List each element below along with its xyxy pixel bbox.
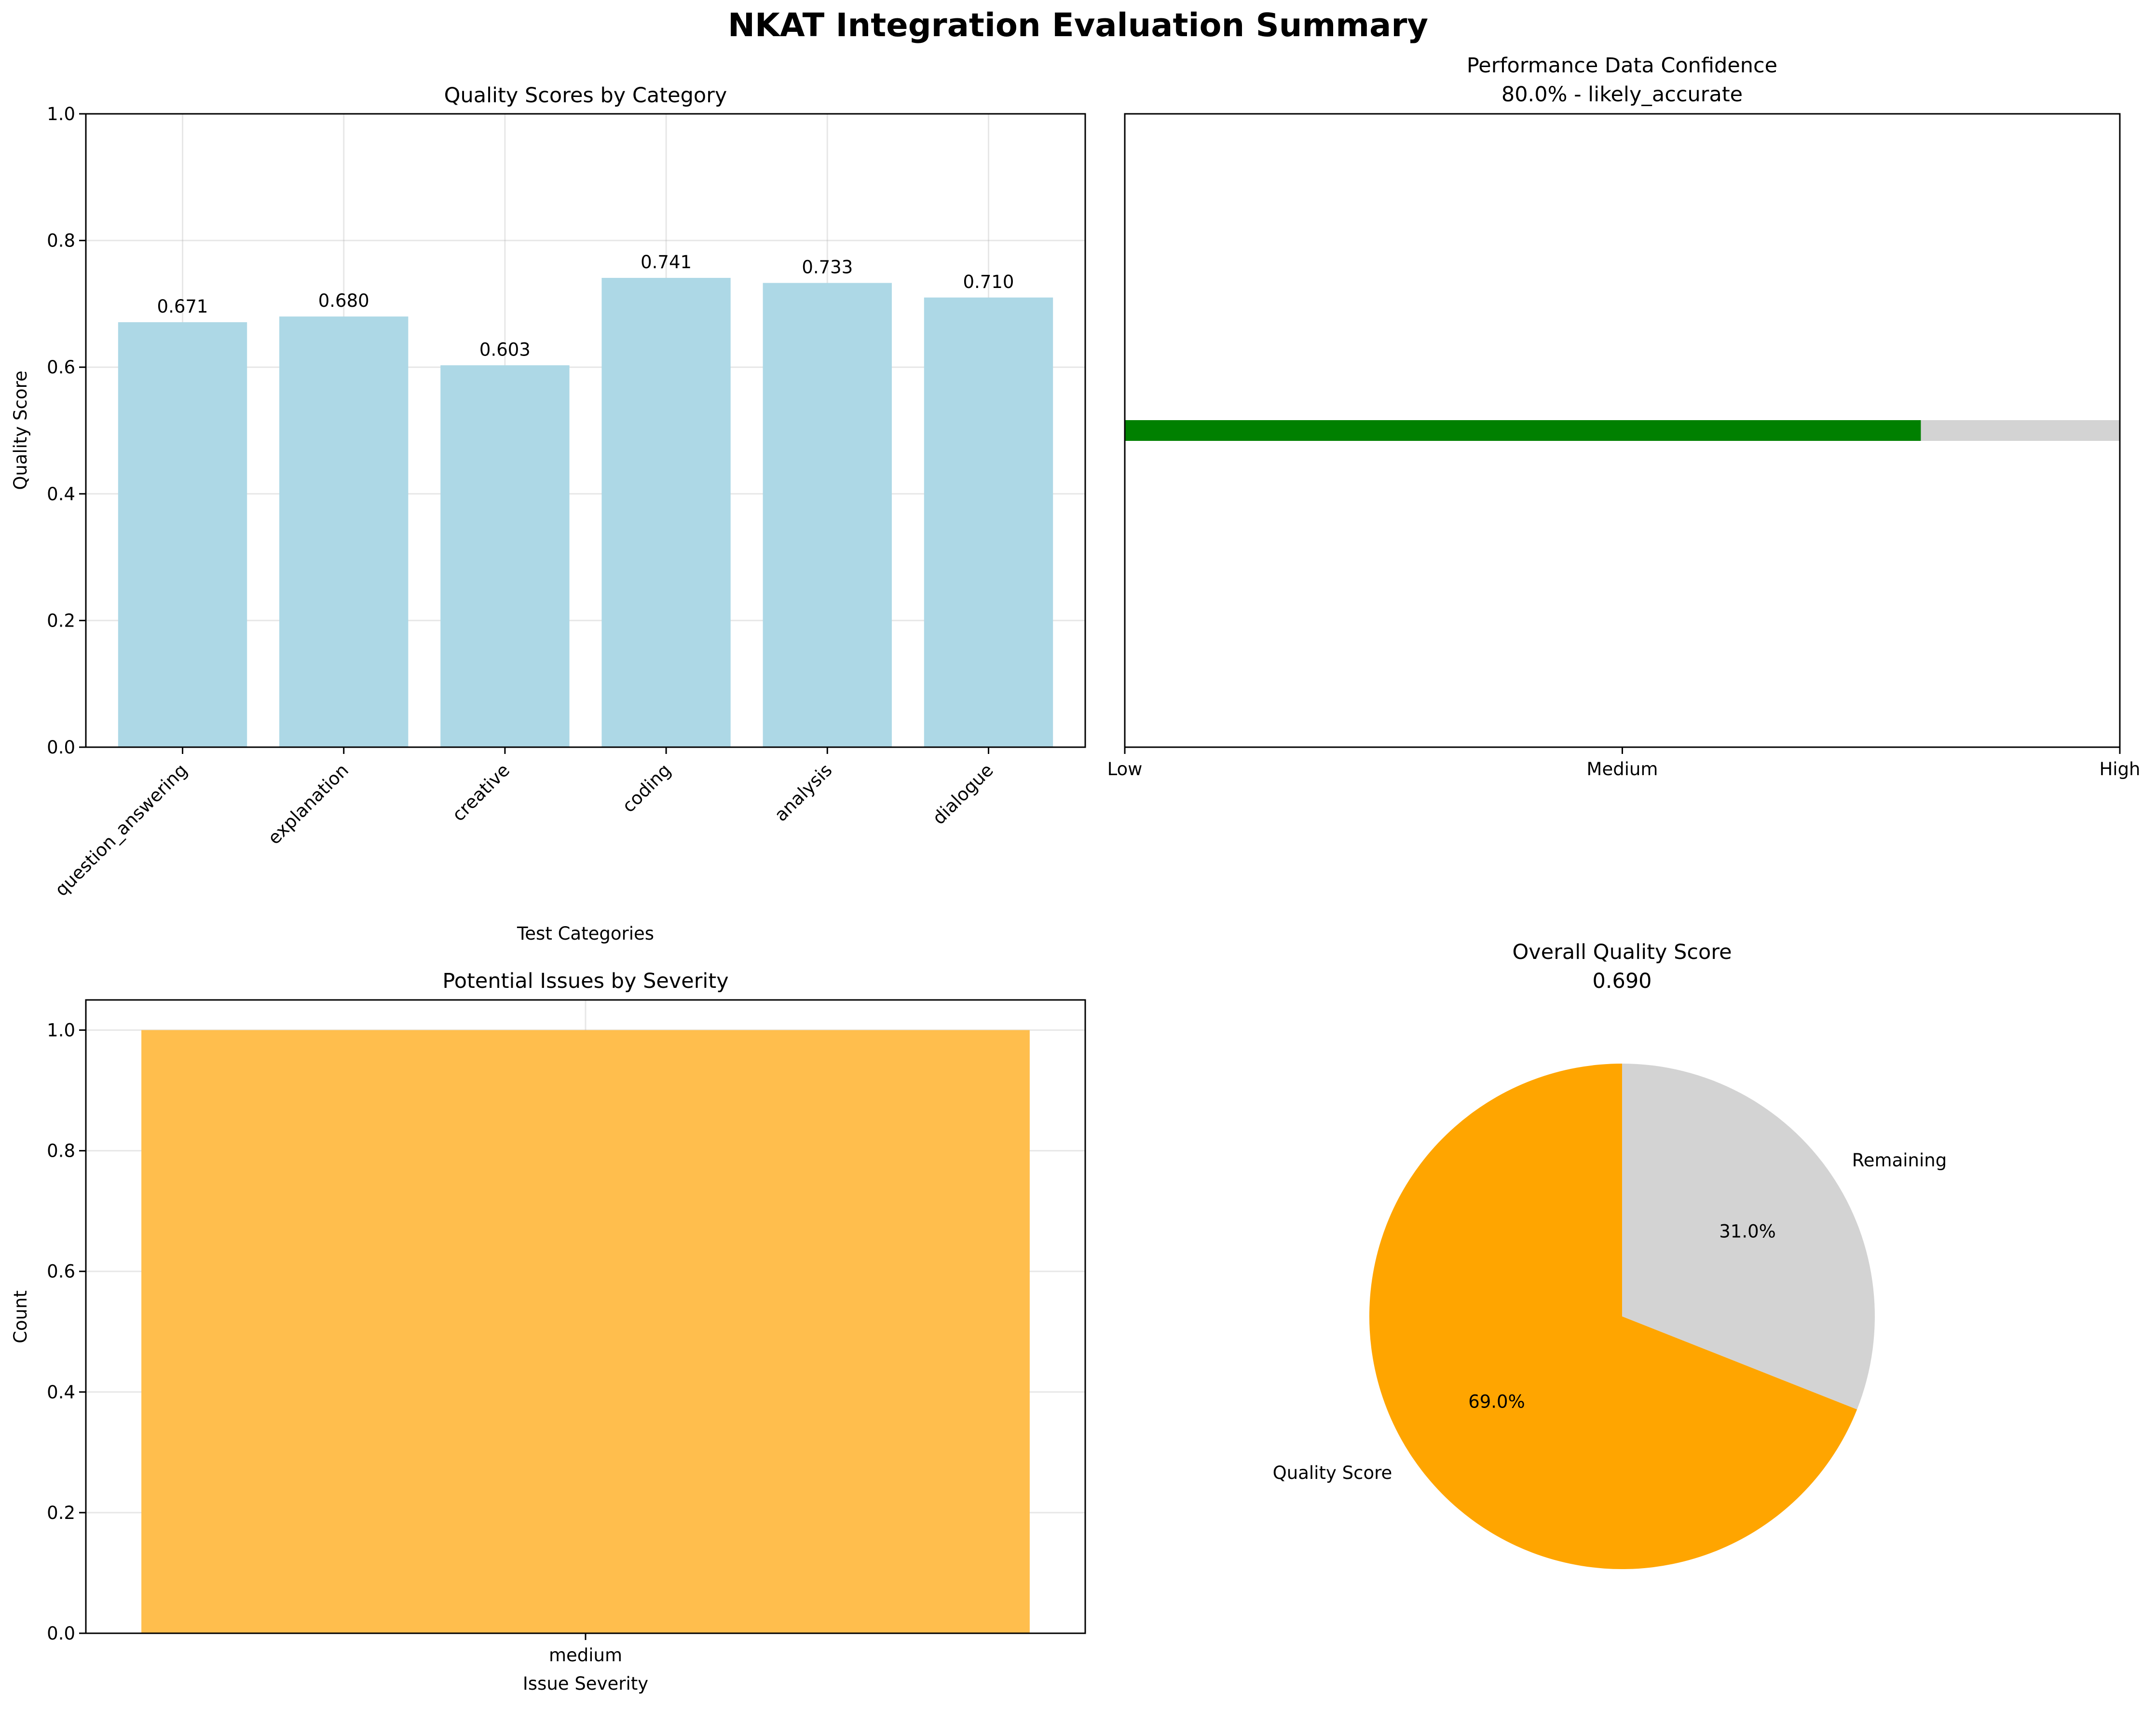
value-label-creative: 0.603	[479, 339, 531, 360]
confidence-tick-medium: Medium	[1587, 759, 1658, 779]
x-tick-label-question_answering: question_answering	[51, 760, 191, 900]
y-tick-label: 0.0	[47, 737, 75, 758]
x-tick-label-medium: medium	[549, 1645, 622, 1666]
quality-scores-title: Quality Scores by Category	[444, 83, 727, 108]
bar-creative	[440, 365, 570, 747]
x-tick-label-creative: creative	[448, 760, 514, 825]
pie-slice-remaining	[1622, 1064, 1875, 1409]
confidence-title: Performance Data Confidence	[1467, 54, 1777, 78]
y-tick-label: 0.4	[47, 484, 75, 505]
y-tick-label: 0.2	[47, 610, 75, 631]
bar-medium	[141, 1030, 1030, 1633]
x-tick-label-explanation: explanation	[264, 760, 353, 848]
pie-label-remaining: Remaining	[1852, 1150, 1947, 1171]
confidence-fill-bar	[1125, 420, 1921, 441]
quality-scores-ylabel: Quality Score	[10, 370, 31, 490]
value-label-analysis: 0.733	[802, 257, 853, 278]
bar-analysis	[763, 283, 892, 747]
overall-quality-chart: Quality Score 69.0% Remaining 31.0% Overall…	[1273, 940, 1947, 1569]
y-tick-label: 1.0	[47, 1020, 75, 1041]
value-label-question_answering: 0.671	[157, 296, 208, 317]
y-tick-label: 0.4	[47, 1382, 75, 1403]
y-tick-label: 0.8	[47, 231, 75, 251]
issues-chart: 0.0 0.2 0.4 0.6 0.8 1.0 medium Potential Issu…	[10, 969, 1086, 1694]
bar-coding	[601, 278, 731, 747]
quality-scores-chart: 0.671 0.680 0.603 0.741 0.733 0.710 0.0 0.2 0.4…	[10, 83, 1086, 944]
bar-question_answering	[118, 322, 247, 747]
confidence-chart: Low Medium High Performance Data Confidenc…	[1107, 54, 2141, 779]
issues-title: Potential Issues by Severity	[442, 969, 728, 993]
pie-pct-quality-score: 69.0%	[1468, 1392, 1525, 1412]
confidence-subtitle: 80.0% - likely_accurate	[1501, 82, 1743, 107]
x-tick-label-dialogue: dialogue	[928, 760, 997, 829]
bar-dialogue	[924, 297, 1053, 747]
confidence-tick-low: Low	[1107, 759, 1143, 779]
quality-scores-plot-frame	[85, 113, 1086, 748]
y-tick-label: 1.0	[47, 104, 75, 124]
y-tick-label: 0.6	[47, 1261, 75, 1282]
x-tick-label-coding: coding	[618, 760, 675, 817]
value-label-explanation: 0.680	[318, 290, 369, 311]
overall-quality-subtitle: 0.690	[1592, 969, 1651, 993]
figure-title: NKAT Integration Evaluation Summary	[728, 6, 1428, 44]
x-tick-label-analysis: analysis	[770, 760, 836, 825]
pie-label-quality-score: Quality Score	[1273, 1463, 1392, 1483]
value-label-coding: 0.741	[641, 252, 692, 273]
pie-pct-remaining: 31.0%	[1719, 1221, 1776, 1242]
y-tick-label: 0.6	[47, 357, 75, 378]
issues-ylabel: Count	[10, 1290, 31, 1343]
y-tick-label: 0.8	[47, 1141, 75, 1162]
confidence-tick-high: High	[2099, 759, 2140, 779]
pie-slice-quality-score	[1369, 1064, 1857, 1569]
overall-quality-title: Overall Quality Score	[1512, 940, 1732, 964]
issues-xlabel: Issue Severity	[523, 1673, 648, 1694]
value-label-dialogue: 0.710	[963, 272, 1014, 292]
bar-explanation	[279, 316, 409, 747]
y-tick-label: 0.0	[47, 1623, 75, 1644]
quality-scores-xlabel: Test Categories	[517, 923, 654, 944]
y-tick-label: 0.2	[47, 1503, 75, 1523]
